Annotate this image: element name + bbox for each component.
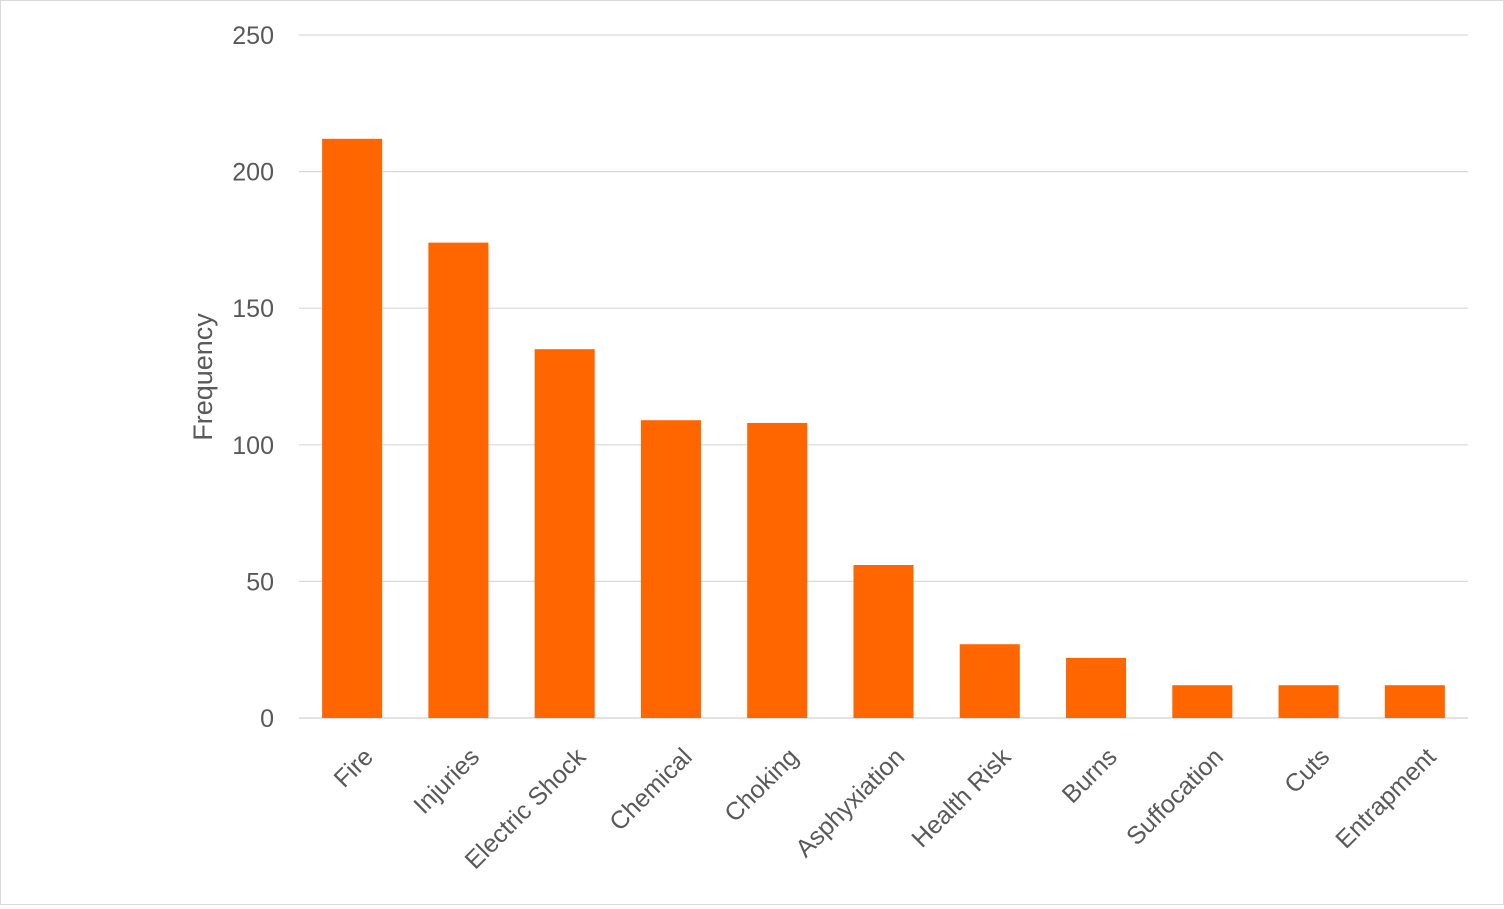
bar-entrapment: [1384, 685, 1445, 718]
x-tick-label: Suffocation: [1121, 743, 1229, 851]
x-tick-label: Chemical: [604, 743, 697, 836]
bar-burns: [1066, 657, 1127, 718]
y-tick-label: 100: [232, 432, 274, 460]
x-tick-label: Asphyxiation: [790, 743, 910, 863]
y-axis-ticks: 0 50 100 150 200 250: [232, 22, 274, 733]
x-tick-label: Choking: [719, 743, 804, 828]
bar-electric-shock: [534, 349, 595, 718]
y-tick-label: 0: [260, 705, 274, 733]
x-tick-label: Cuts: [1279, 743, 1335, 799]
x-tick-label: Entrapment: [1330, 743, 1441, 854]
bar-choking: [747, 422, 808, 718]
bar-cuts: [1278, 685, 1339, 718]
bar-fire: [322, 138, 383, 719]
y-tick-label: 50: [246, 568, 274, 596]
x-tick-label: Injuries: [408, 743, 485, 820]
bar-health-risk: [959, 644, 1020, 718]
y-axis-title: Frequency: [188, 313, 218, 441]
y-tick-label: 150: [232, 295, 274, 323]
bar-chemical: [640, 420, 701, 718]
gridlines: [299, 34, 1468, 719]
bar-asphyxiation: [853, 565, 914, 718]
x-tick-label: Burns: [1057, 743, 1123, 809]
y-tick-label: 200: [232, 159, 274, 187]
x-tick-label: Health Risk: [906, 743, 1017, 854]
y-tick-label: 250: [232, 22, 274, 50]
bar-injuries: [428, 242, 489, 718]
x-tick-label: Fire: [329, 743, 379, 793]
bar-suffocation: [1172, 685, 1233, 718]
bars: [322, 138, 1445, 719]
